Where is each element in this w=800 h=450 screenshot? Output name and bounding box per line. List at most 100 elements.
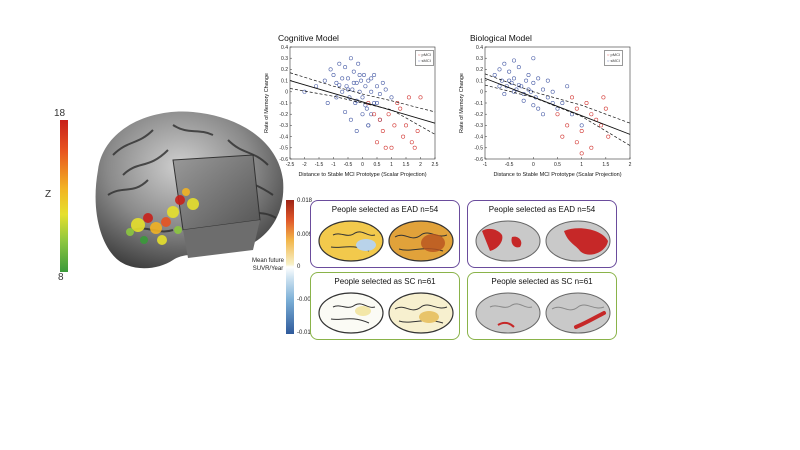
data-point-smci	[369, 112, 374, 117]
panel-label-sc-biological: People selected as SC n=61	[491, 277, 593, 286]
data-point-smci	[350, 87, 355, 92]
data-point-smci	[550, 89, 555, 94]
zbar-min-label: 8	[58, 272, 64, 283]
data-point-smci	[524, 78, 529, 83]
data-point-pmci	[383, 145, 388, 150]
x-tick-label: 2.5	[432, 162, 439, 168]
data-point-pmci	[398, 106, 403, 111]
y-tick-label: 0.3	[476, 56, 483, 62]
biological-scatter-plot: -1 -0.5 0 0.5 1 1.5 2 0.4 0.3 0.2 0.1 0 -0.1 -0.2 -0.3…	[459, 45, 632, 178]
data-point-pmci	[377, 117, 382, 122]
data-point-pmci	[579, 151, 584, 156]
data-point-smci	[366, 78, 371, 83]
y-tick-label: -0.5	[474, 146, 483, 152]
data-point-smci	[372, 100, 377, 105]
y-tick-label: 0	[480, 90, 483, 96]
data-point-smci	[348, 117, 353, 122]
data-point-pmci	[574, 140, 579, 145]
data-point-smci	[360, 95, 365, 100]
x-tick-label: 0.5	[374, 162, 381, 168]
data-point-smci	[377, 92, 382, 97]
data-point-smci	[512, 58, 517, 63]
data-point-smci	[531, 56, 536, 61]
x-tick-label: 2	[629, 162, 632, 168]
data-point-pmci	[404, 123, 409, 128]
data-point-smci	[565, 84, 570, 89]
data-point-pmci	[574, 106, 579, 111]
data-point-smci	[531, 80, 536, 85]
x-tick-label: -2.5	[286, 162, 295, 168]
x-tick-label: 0	[532, 162, 535, 168]
data-point-pmci	[603, 106, 608, 111]
data-point-smci	[383, 87, 388, 92]
x-tick-label: 0	[361, 162, 364, 168]
data-point-smci	[302, 89, 307, 94]
y-axis-label: Rate of Memory Change	[459, 73, 465, 133]
data-point-smci	[343, 109, 348, 114]
legend-smci: sMCI	[421, 58, 431, 63]
x-tick-label: 1.5	[403, 162, 410, 168]
y-tick-label: -0.5	[279, 146, 288, 152]
y-tick-label: -0.6	[279, 157, 288, 163]
data-point-pmci	[395, 100, 400, 105]
data-point-smci	[361, 72, 366, 77]
y-tick-label: -0.3	[474, 123, 483, 129]
brain-surface-sc-biological	[475, 292, 611, 334]
z-colorbar	[60, 120, 68, 272]
data-point-pmci	[389, 145, 394, 150]
panel-ead-biological: People selected as EAD n=54	[467, 200, 617, 268]
data-point-pmci	[380, 129, 385, 134]
data-point-smci	[526, 72, 531, 77]
brain-surface-ead-cognitive	[318, 220, 454, 262]
y-axis-label: Rate of Memory Change	[264, 73, 270, 133]
legend-pmci: pMCI	[610, 52, 621, 57]
x-tick-label: -1.5	[315, 162, 324, 168]
data-point-smci	[354, 80, 359, 85]
x-tick-label: 1.5	[602, 162, 609, 168]
panel-label-sc-cognitive: People selected as SC n=61	[334, 277, 436, 286]
y-tick-label: 0	[285, 90, 288, 96]
x-axis-label: Distance to Stable MCI Prototype (Scalar…	[493, 172, 621, 178]
data-point-smci	[337, 83, 342, 88]
x-tick-label: -0.5	[505, 162, 514, 168]
data-point-smci	[344, 84, 349, 89]
data-point-smci	[560, 100, 565, 105]
suvr-colorbar-label: Mean future SUVR/Year	[251, 258, 285, 272]
zbar-max-label: 18	[54, 108, 66, 119]
data-point-pmci	[386, 112, 391, 117]
data-point-smci	[536, 76, 541, 81]
cb-tick-zero: 0	[297, 264, 301, 270]
y-tick-label: 0.4	[476, 45, 483, 51]
data-point-smci	[497, 67, 502, 72]
data-point-smci	[359, 78, 364, 83]
x-tick-label: 0.5	[554, 162, 561, 168]
data-point-smci	[579, 123, 584, 128]
data-point-smci	[507, 69, 512, 74]
data-point-smci	[541, 87, 546, 92]
data-point-pmci	[555, 112, 560, 117]
cognitive-plot-title: Cognitive Model	[278, 33, 339, 43]
data-point-pmci	[560, 134, 565, 139]
data-point-pmci	[392, 123, 397, 128]
brain-surface-ead-biological	[475, 220, 611, 262]
data-point-smci	[337, 61, 342, 66]
zbar-axis-label: Z	[45, 189, 52, 200]
data-point-smci	[346, 76, 351, 81]
data-point-smci	[372, 72, 377, 77]
y-tick-label: 0.2	[476, 67, 483, 73]
data-point-smci	[375, 84, 380, 89]
data-point-smci	[334, 95, 339, 100]
data-point-pmci	[409, 140, 414, 145]
cb-tick-low: -0.009	[297, 297, 315, 303]
data-point-smci	[346, 87, 351, 92]
x-axis-label: Distance to Stable MCI Prototype (Scalar…	[298, 172, 426, 178]
data-point-smci	[369, 76, 374, 81]
panel-sc-biological: People selected as SC n=61	[467, 272, 617, 340]
data-point-pmci	[606, 134, 611, 139]
panel-label-ead-biological: People selected as EAD n=54	[488, 205, 596, 214]
data-point-pmci	[415, 129, 420, 134]
cb-tick-high: 0.009	[297, 232, 313, 238]
fit-line	[289, 80, 436, 124]
data-point-pmci	[412, 145, 417, 150]
legend-smci: sMCI	[610, 58, 620, 63]
